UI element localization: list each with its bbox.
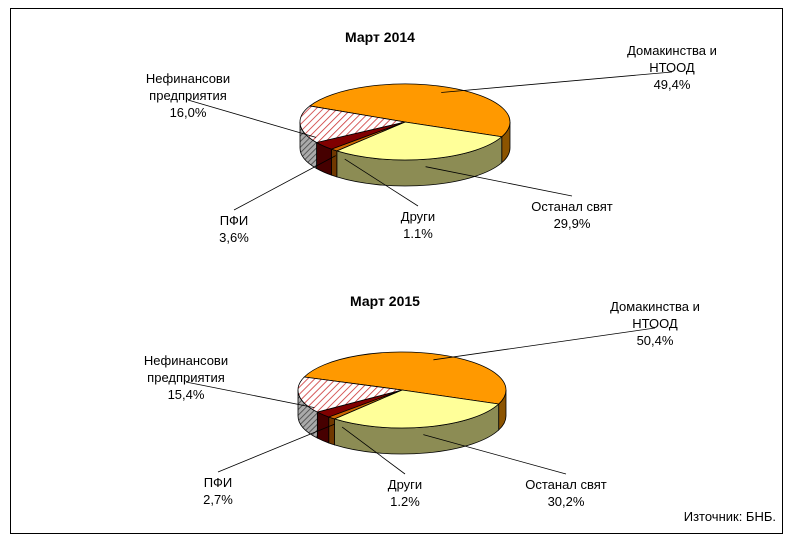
slice (303, 351, 507, 405)
slice (299, 105, 406, 143)
source-note: Източник: БНБ. (683, 509, 776, 524)
chart-title: Март 2015 (350, 293, 420, 309)
leader-line (341, 426, 406, 475)
label-text: Домакинства и НТООД (610, 299, 700, 331)
label-text: ПФИ (203, 475, 233, 490)
leader-line (433, 327, 656, 361)
slice-label: Останал свят 30,2% (514, 476, 618, 510)
label-text: 1.1% (403, 226, 433, 241)
label-text: 3,6% (219, 230, 249, 245)
leader-line (344, 158, 419, 207)
slice (333, 389, 500, 429)
frame (10, 8, 783, 534)
slice-side (328, 416, 335, 446)
label-text: Нефинансови предприятия (145, 71, 231, 103)
slice-side (331, 148, 338, 178)
leader-line (217, 423, 335, 473)
slice-label: Нефинансови предприятия 16,0% (136, 70, 240, 121)
slice-label: Други 1.1% (366, 208, 470, 242)
label-text: Останал свят (525, 477, 607, 492)
label-text: 29,9% (553, 216, 591, 231)
slice (308, 83, 511, 138)
label-text: 49,4% (653, 77, 691, 92)
leader-line (233, 155, 336, 211)
label-text: Други (400, 209, 436, 224)
slice-label: Други 1.2% (353, 476, 457, 510)
chart-title: Март 2014 (345, 29, 415, 45)
leader-line (185, 381, 315, 409)
slice (297, 376, 403, 413)
leader-line (423, 434, 567, 475)
label-text: 15,4% (167, 387, 205, 402)
leader-line (441, 71, 673, 93)
label-text: Други (387, 477, 423, 492)
label-text: Останал свят (531, 199, 613, 214)
leader-line (187, 99, 317, 138)
label-text: 1.2% (390, 494, 420, 509)
label-text: ПФИ (219, 213, 249, 228)
label-text: 2,7% (203, 492, 233, 507)
leader-line (425, 166, 573, 197)
slice-label: ПФИ 2,7% (166, 474, 270, 508)
slice-label: Домакинства и НТООД 50,4% (603, 298, 707, 349)
label-text: Домакинства и НТООД (627, 43, 717, 75)
slice (335, 121, 503, 161)
slice-label: Останал свят 29,9% (520, 198, 624, 232)
label-text: 30,2% (547, 494, 585, 509)
label-text: 16,0% (169, 105, 207, 120)
slice-label: Нефинансови предприятия 15,4% (134, 352, 238, 403)
label-text: 50,4% (636, 333, 674, 348)
slice-label: Домакинства и НТООД 49,4% (620, 42, 724, 93)
label-text: Нефинансови предприятия (143, 353, 229, 385)
slice-label: ПФИ 3,6% (182, 212, 286, 246)
